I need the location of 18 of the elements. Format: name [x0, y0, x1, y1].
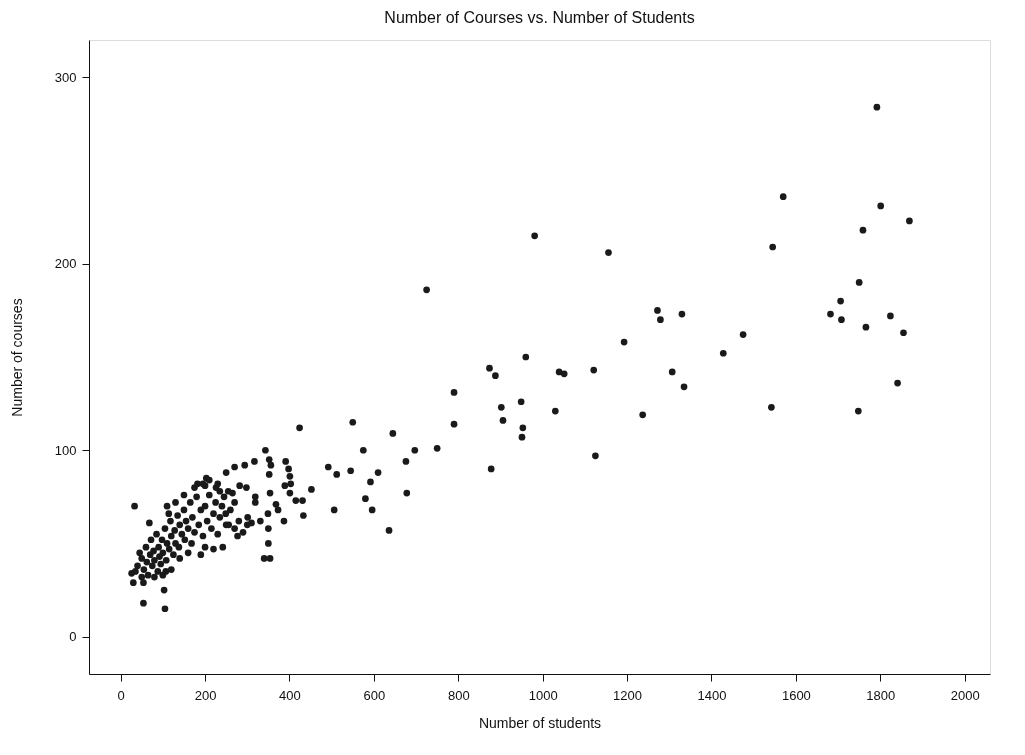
y-tick-label: 0 — [69, 629, 77, 645]
x-tick-label: 1000 — [528, 687, 558, 703]
y-axis-title: Number of courses — [8, 298, 25, 417]
x-tick-label: 1800 — [866, 687, 896, 703]
x-axis-title: Number of students — [478, 714, 602, 731]
x-tick-label: 800 — [447, 687, 470, 703]
y-tick-label: 100 — [54, 442, 77, 458]
chart-title: Number of Courses vs. Number of Students — [384, 9, 695, 26]
y-tick-label: 200 — [54, 256, 77, 272]
x-tick-label: 400 — [279, 687, 301, 703]
x-tick-label: 1400 — [697, 687, 727, 703]
x-tick-label: 200 — [194, 687, 217, 703]
x-tick-label: 0 — [117, 687, 125, 703]
y-tick-label: 300 — [54, 69, 77, 85]
x-tick-label: 600 — [363, 687, 386, 703]
x-tick-label: 2000 — [950, 687, 980, 703]
x-tick-label: 1600 — [781, 687, 811, 703]
x-tick-label: 1200 — [613, 687, 643, 703]
